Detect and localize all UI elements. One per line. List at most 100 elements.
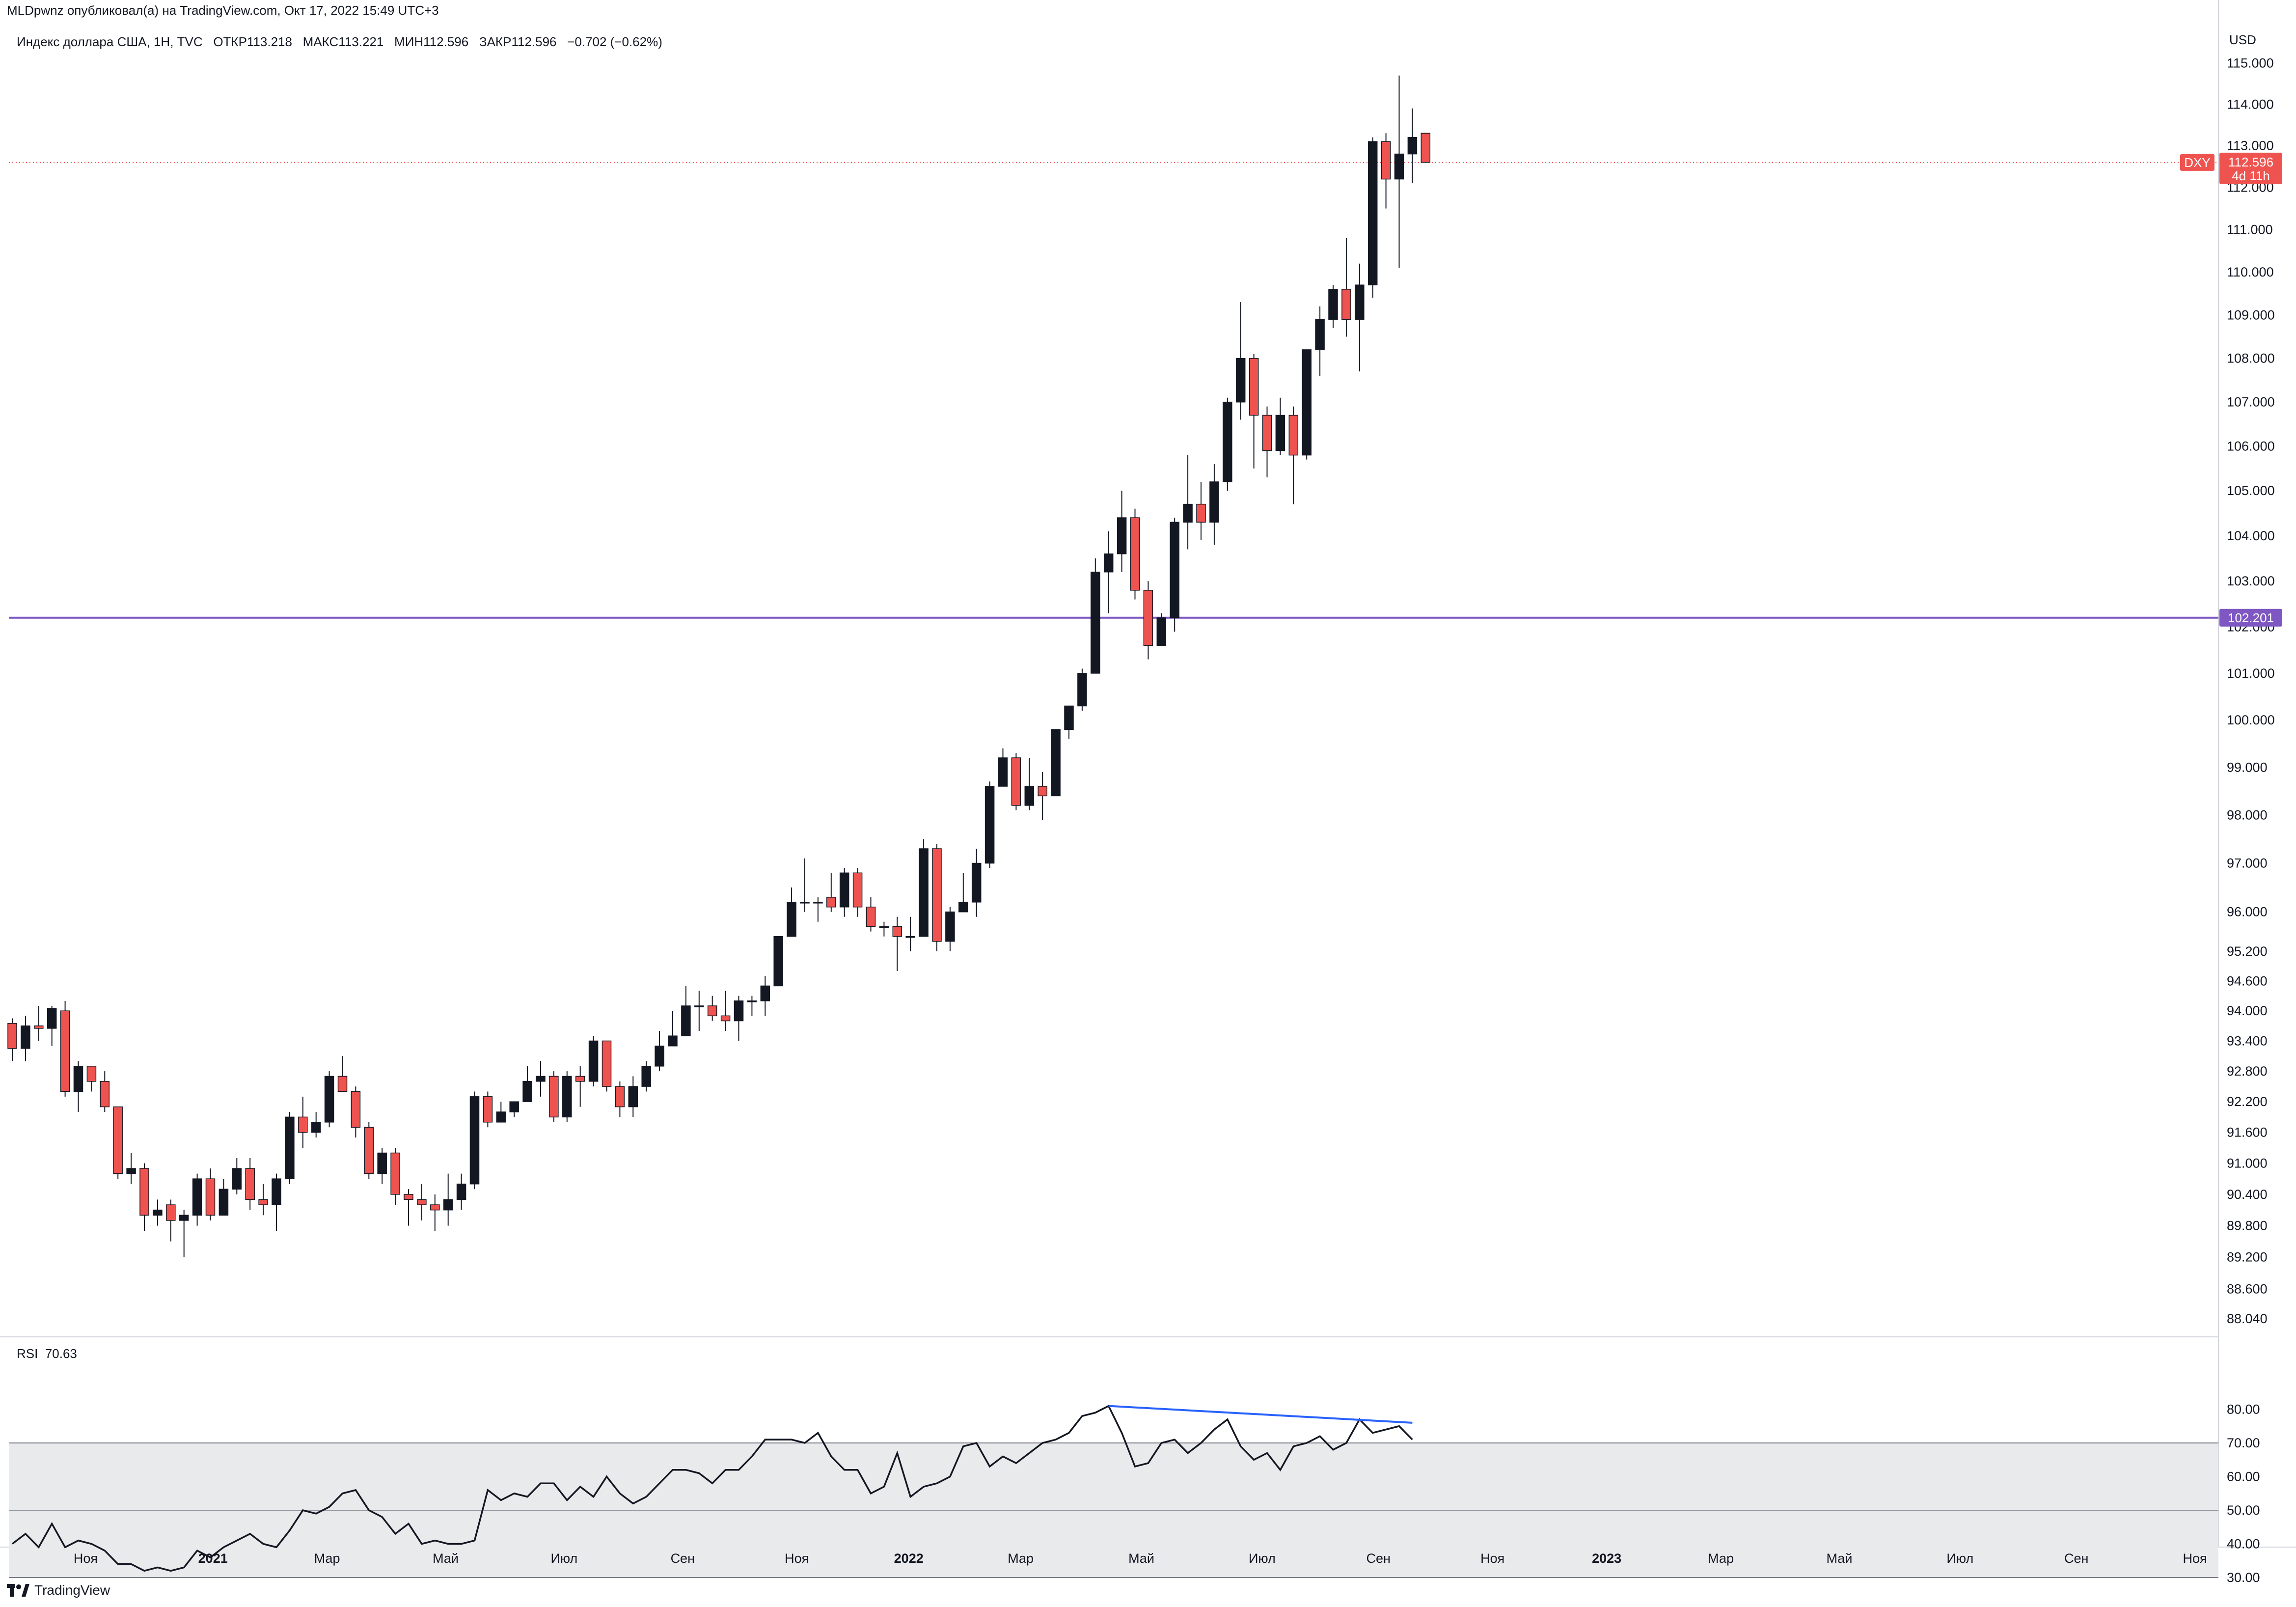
candle-body bbox=[1051, 729, 1061, 797]
last-price-tag bbox=[2219, 152, 2282, 184]
candle-body bbox=[945, 911, 955, 942]
candle-body bbox=[1288, 415, 1299, 456]
candle bbox=[86, 1066, 97, 1092]
candle-body bbox=[734, 1000, 744, 1022]
change-value: −0.702 (−0.62%) bbox=[567, 34, 662, 49]
time-tick-label: Ноя bbox=[1480, 1551, 1504, 1566]
candle-body bbox=[575, 1076, 585, 1082]
rsi-value: 70.63 bbox=[45, 1346, 77, 1361]
candle-body bbox=[1421, 133, 1431, 163]
candle bbox=[1024, 757, 1035, 810]
candle-body bbox=[1130, 517, 1140, 591]
price-tick-label: 103.000 bbox=[2227, 574, 2275, 588]
candle-body bbox=[73, 1066, 83, 1092]
time-tick-label: 2023 bbox=[1592, 1551, 1621, 1566]
candle bbox=[469, 1091, 480, 1190]
candle-body bbox=[1209, 481, 1219, 523]
candle-body bbox=[1275, 415, 1285, 451]
symbol-tag-text: DXY bbox=[2184, 155, 2210, 170]
candle-body bbox=[800, 902, 810, 904]
candle-body bbox=[179, 1215, 189, 1221]
last-price-value: 112.596 bbox=[2228, 155, 2273, 169]
candle bbox=[1170, 518, 1179, 632]
candle bbox=[272, 1173, 281, 1231]
candle bbox=[905, 916, 915, 951]
candle-body bbox=[456, 1183, 466, 1200]
symbol-legend[interactable]: Индекс доллара США, 1Н, TVC ОТКР113.218 … bbox=[17, 34, 662, 50]
price-tick-label: 106.000 bbox=[2227, 439, 2275, 454]
candle-body bbox=[272, 1178, 281, 1205]
low-label: МИН bbox=[394, 34, 424, 49]
candle bbox=[1064, 705, 1074, 739]
candle-body bbox=[113, 1106, 123, 1174]
rsi-tick-label: 80.00 bbox=[2227, 1402, 2260, 1417]
rsi-tick-label: 70.00 bbox=[2227, 1436, 2260, 1450]
candle bbox=[232, 1158, 242, 1194]
price-tick-label: 89.200 bbox=[2227, 1250, 2268, 1265]
currency-text: USD bbox=[2229, 32, 2256, 47]
rsi-line bbox=[11, 1405, 1413, 1572]
rsi-axis[interactable]: 30.00 40.00 50.00 60.00 70.00 80.00 bbox=[2227, 1402, 2260, 1585]
candle bbox=[1209, 464, 1219, 545]
candle bbox=[1249, 354, 1259, 469]
candle-body bbox=[1328, 289, 1338, 320]
candle bbox=[73, 1061, 83, 1112]
candle-body bbox=[311, 1122, 321, 1133]
publisher-text: MLDpwnz опубликовал(а) на TradingView.co… bbox=[7, 3, 439, 18]
time-tick-label: Июл bbox=[1249, 1551, 1276, 1566]
time-tick-label: Сен bbox=[2064, 1551, 2088, 1566]
candle-body bbox=[298, 1116, 308, 1133]
candle bbox=[641, 1061, 651, 1092]
candle bbox=[984, 781, 995, 868]
candle-body bbox=[390, 1152, 400, 1195]
candle-body bbox=[1064, 705, 1074, 730]
candle-body bbox=[720, 1015, 731, 1022]
candle bbox=[575, 1066, 585, 1107]
time-tick-label: Сен bbox=[1367, 1551, 1391, 1566]
candle bbox=[113, 1106, 123, 1179]
candle-body bbox=[21, 1025, 30, 1049]
candle bbox=[998, 748, 1008, 787]
time-tick-label: Ноя bbox=[2183, 1551, 2207, 1566]
candle-body bbox=[1407, 137, 1418, 155]
price-tick-label: 111.000 bbox=[2227, 222, 2273, 237]
time-tick-label: Мар bbox=[1708, 1551, 1734, 1566]
publisher-caption: MLDpwnz опубликовал(а) на TradingView.co… bbox=[7, 3, 439, 18]
candle-body bbox=[1249, 358, 1259, 416]
rsi-legend[interactable]: RSI 70.63 bbox=[17, 1346, 77, 1361]
candle-body bbox=[166, 1204, 176, 1221]
time-axis[interactable]: Ноя 2021 Мар Май Июл Сен Ноя 2022 Мар Май Июл Сен Но… bbox=[74, 1551, 2207, 1566]
price-tick-label: 94.600 bbox=[2227, 973, 2268, 988]
candle bbox=[337, 1056, 348, 1092]
candle bbox=[47, 1006, 57, 1046]
price-tick-label: 88.040 bbox=[2227, 1311, 2268, 1326]
candle-body bbox=[469, 1096, 480, 1185]
price-tick-label: 91.600 bbox=[2227, 1125, 2268, 1140]
price-axis[interactable]: 88.040 88.600 89.200 89.800 90.400 91.000 91.6… bbox=[2227, 56, 2275, 1326]
candle-body bbox=[1235, 358, 1246, 403]
candle-body bbox=[998, 757, 1008, 787]
candle bbox=[1275, 397, 1285, 455]
candle bbox=[205, 1168, 216, 1220]
candle-body bbox=[377, 1152, 387, 1174]
candle-body bbox=[826, 897, 836, 908]
candle bbox=[1381, 133, 1391, 209]
time-tick-label: 2022 bbox=[894, 1551, 924, 1566]
candle bbox=[139, 1163, 149, 1231]
candle bbox=[285, 1111, 295, 1184]
candle bbox=[166, 1199, 176, 1242]
candle-body bbox=[1156, 617, 1167, 646]
candle-body bbox=[100, 1081, 110, 1108]
candle-body bbox=[522, 1081, 532, 1102]
candle bbox=[601, 1040, 612, 1092]
horizontal-level-line[interactable] bbox=[9, 162, 2218, 619]
price-tick-label: 93.400 bbox=[2227, 1033, 2268, 1048]
candle-body bbox=[1341, 289, 1351, 320]
candle-body bbox=[892, 926, 902, 937]
candle-body bbox=[443, 1199, 453, 1211]
tradingview-logo[interactable]: TradingView bbox=[7, 1582, 110, 1598]
candle-body bbox=[641, 1066, 651, 1087]
candle-body bbox=[971, 862, 982, 903]
candle bbox=[496, 1102, 506, 1123]
